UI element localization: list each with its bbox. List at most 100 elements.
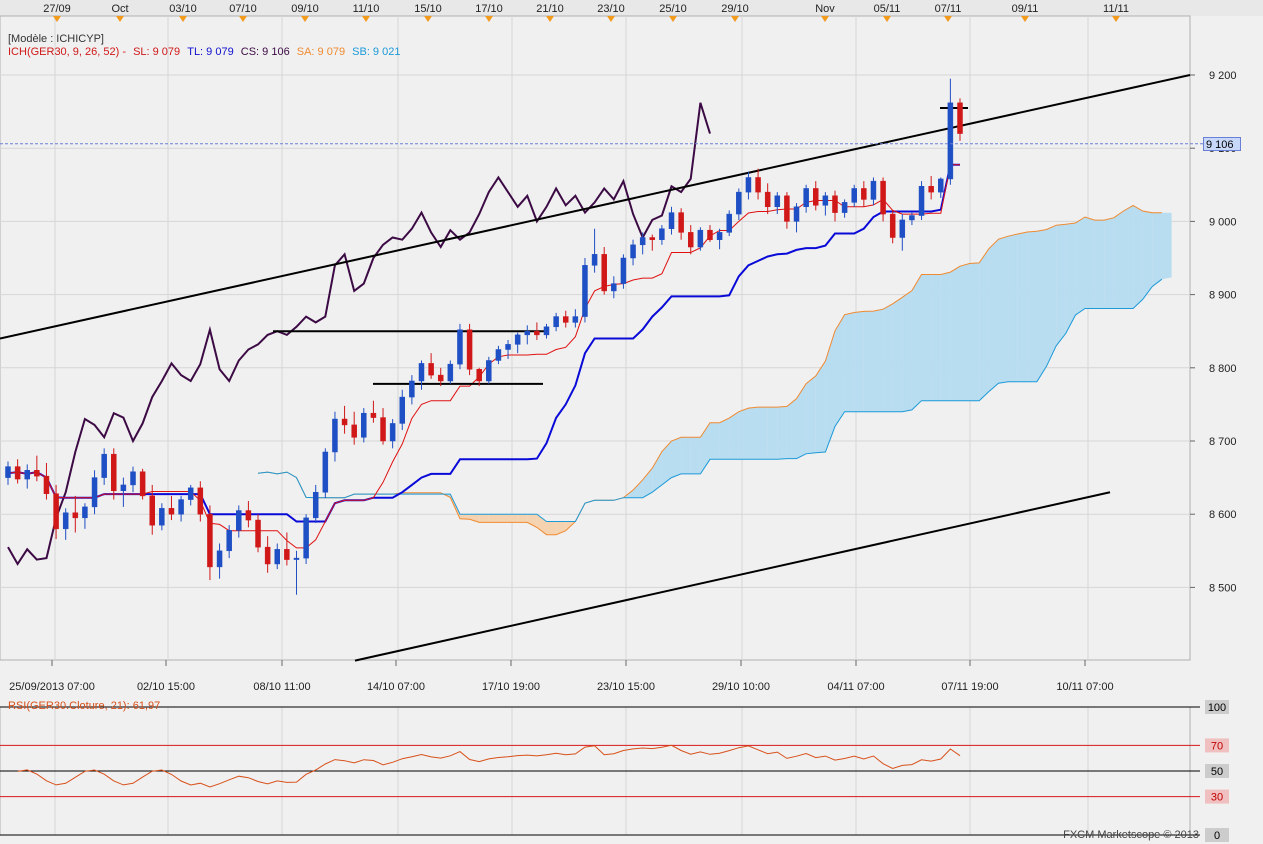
kijun-sen-line <box>7 163 960 523</box>
top-date-axis <box>0 0 1263 16</box>
candle-body <box>245 510 252 521</box>
candle-body <box>255 519 261 548</box>
top-date-label: 07/10 <box>229 3 257 15</box>
candle-body <box>389 423 396 442</box>
candle-body <box>486 360 492 382</box>
rsi-tick-label: 0 <box>1214 830 1220 842</box>
candle-body <box>466 329 473 370</box>
cloud-segment <box>508 514 518 523</box>
candle-body <box>505 344 511 350</box>
top-date-label: 17/10 <box>475 3 503 15</box>
rsi-tick-bg <box>1205 789 1229 804</box>
ichimoku-cloud <box>258 205 1172 535</box>
candle-body <box>803 188 809 208</box>
candle-body <box>361 412 367 438</box>
candle-body <box>707 229 713 240</box>
model-label: [Modèle : ICHICYP] <box>8 33 104 45</box>
cloud-segment <box>1142 210 1153 300</box>
cloud-segment <box>1027 231 1037 382</box>
date-marker-icon <box>1112 16 1120 22</box>
cloud-segment <box>671 437 682 478</box>
date-marker-icon <box>116 16 124 22</box>
candle-body <box>264 546 271 565</box>
y-tick-label: 8 800 <box>1209 363 1237 375</box>
candle-body <box>745 177 752 193</box>
candle-body <box>928 186 934 193</box>
candle-body <box>668 212 675 229</box>
cloud-segment <box>854 311 864 412</box>
candle-body <box>726 213 732 233</box>
sb-value: SB: 9 021 <box>352 46 401 58</box>
candle-body <box>880 180 886 215</box>
candle-body <box>678 212 684 233</box>
candle-body <box>591 254 598 266</box>
candle-body <box>139 471 146 497</box>
chikou-span-line <box>7 102 711 566</box>
date-marker-icon <box>424 16 432 22</box>
cloud-segment <box>1036 229 1047 382</box>
rsi-legend: RSI(GER30.Cloture, 21): 61,97 <box>8 700 161 712</box>
cloud-segment <box>1085 217 1095 309</box>
cloud-segment <box>767 407 778 460</box>
candle-body <box>870 180 877 200</box>
candle-body <box>784 195 790 222</box>
candle-body <box>428 363 434 376</box>
cloud-segment <box>1104 217 1114 309</box>
candle-body <box>447 363 454 382</box>
candle-body <box>543 326 550 336</box>
top-date-label: Nov <box>815 3 835 15</box>
cloud-segment <box>921 274 932 401</box>
top-date-label: Oct <box>111 3 128 15</box>
candle-body <box>332 418 338 453</box>
cloud-segment <box>748 407 759 460</box>
cloud-segment <box>729 411 739 460</box>
top-date-label: 07/11 <box>935 3 962 15</box>
top-date-label: 11/10 <box>353 3 380 15</box>
candle-body <box>572 316 579 323</box>
date-marker-icon <box>546 16 554 22</box>
top-date-label: 23/10 <box>597 3 625 15</box>
candle-body <box>341 418 348 426</box>
cs-value: CS: 9 106 <box>240 46 290 58</box>
candle-body <box>947 102 954 180</box>
rsi-tick-label: 70 <box>1211 740 1223 752</box>
cloud-segment <box>440 492 451 498</box>
bottom-date-label: 14/10 07:00 <box>367 681 425 693</box>
cloud-segment <box>969 262 980 401</box>
top-date-label: 09/10 <box>291 3 319 15</box>
y-tick-label: 8 700 <box>1209 436 1237 448</box>
candle-body <box>611 283 617 292</box>
rsi-tick-bg <box>1205 738 1229 753</box>
candle-body <box>62 512 69 530</box>
rsi-tick-bg <box>1205 828 1229 842</box>
ich-label: ICH(GER30, 9, 26, 52) - <box>8 46 126 58</box>
candle-body <box>236 510 242 531</box>
cloud-segment <box>998 236 1009 384</box>
candle-body <box>351 424 357 438</box>
tl-value: TL: 9 079 <box>187 46 234 58</box>
candle-body <box>207 513 213 568</box>
candle-body <box>553 316 559 328</box>
sl-value: SL: 9 079 <box>133 46 181 58</box>
top-date-label: 03/10 <box>169 3 197 15</box>
tenkan-sen-line <box>7 164 960 549</box>
candle-body <box>274 549 281 565</box>
candle-body <box>24 470 30 480</box>
cloud-segment <box>911 274 922 410</box>
bottom-date-label: 17/10 19:00 <box>482 681 540 693</box>
cloud-segment <box>815 361 826 453</box>
date-marker-icon <box>485 16 493 22</box>
candle-body <box>101 453 107 478</box>
cloud-segment <box>1113 210 1124 309</box>
cloud-segment <box>633 479 643 498</box>
top-date-label: 25/10 <box>659 3 687 15</box>
candle-body <box>918 186 925 216</box>
candle-body <box>562 316 569 323</box>
candle-body <box>120 484 127 492</box>
cloud-segment <box>883 303 893 412</box>
cloud-segment <box>1161 212 1172 280</box>
cloud-segment <box>1065 223 1076 334</box>
candle-body <box>457 329 463 365</box>
bottom-date-label: 29/10 10:00 <box>712 681 770 693</box>
